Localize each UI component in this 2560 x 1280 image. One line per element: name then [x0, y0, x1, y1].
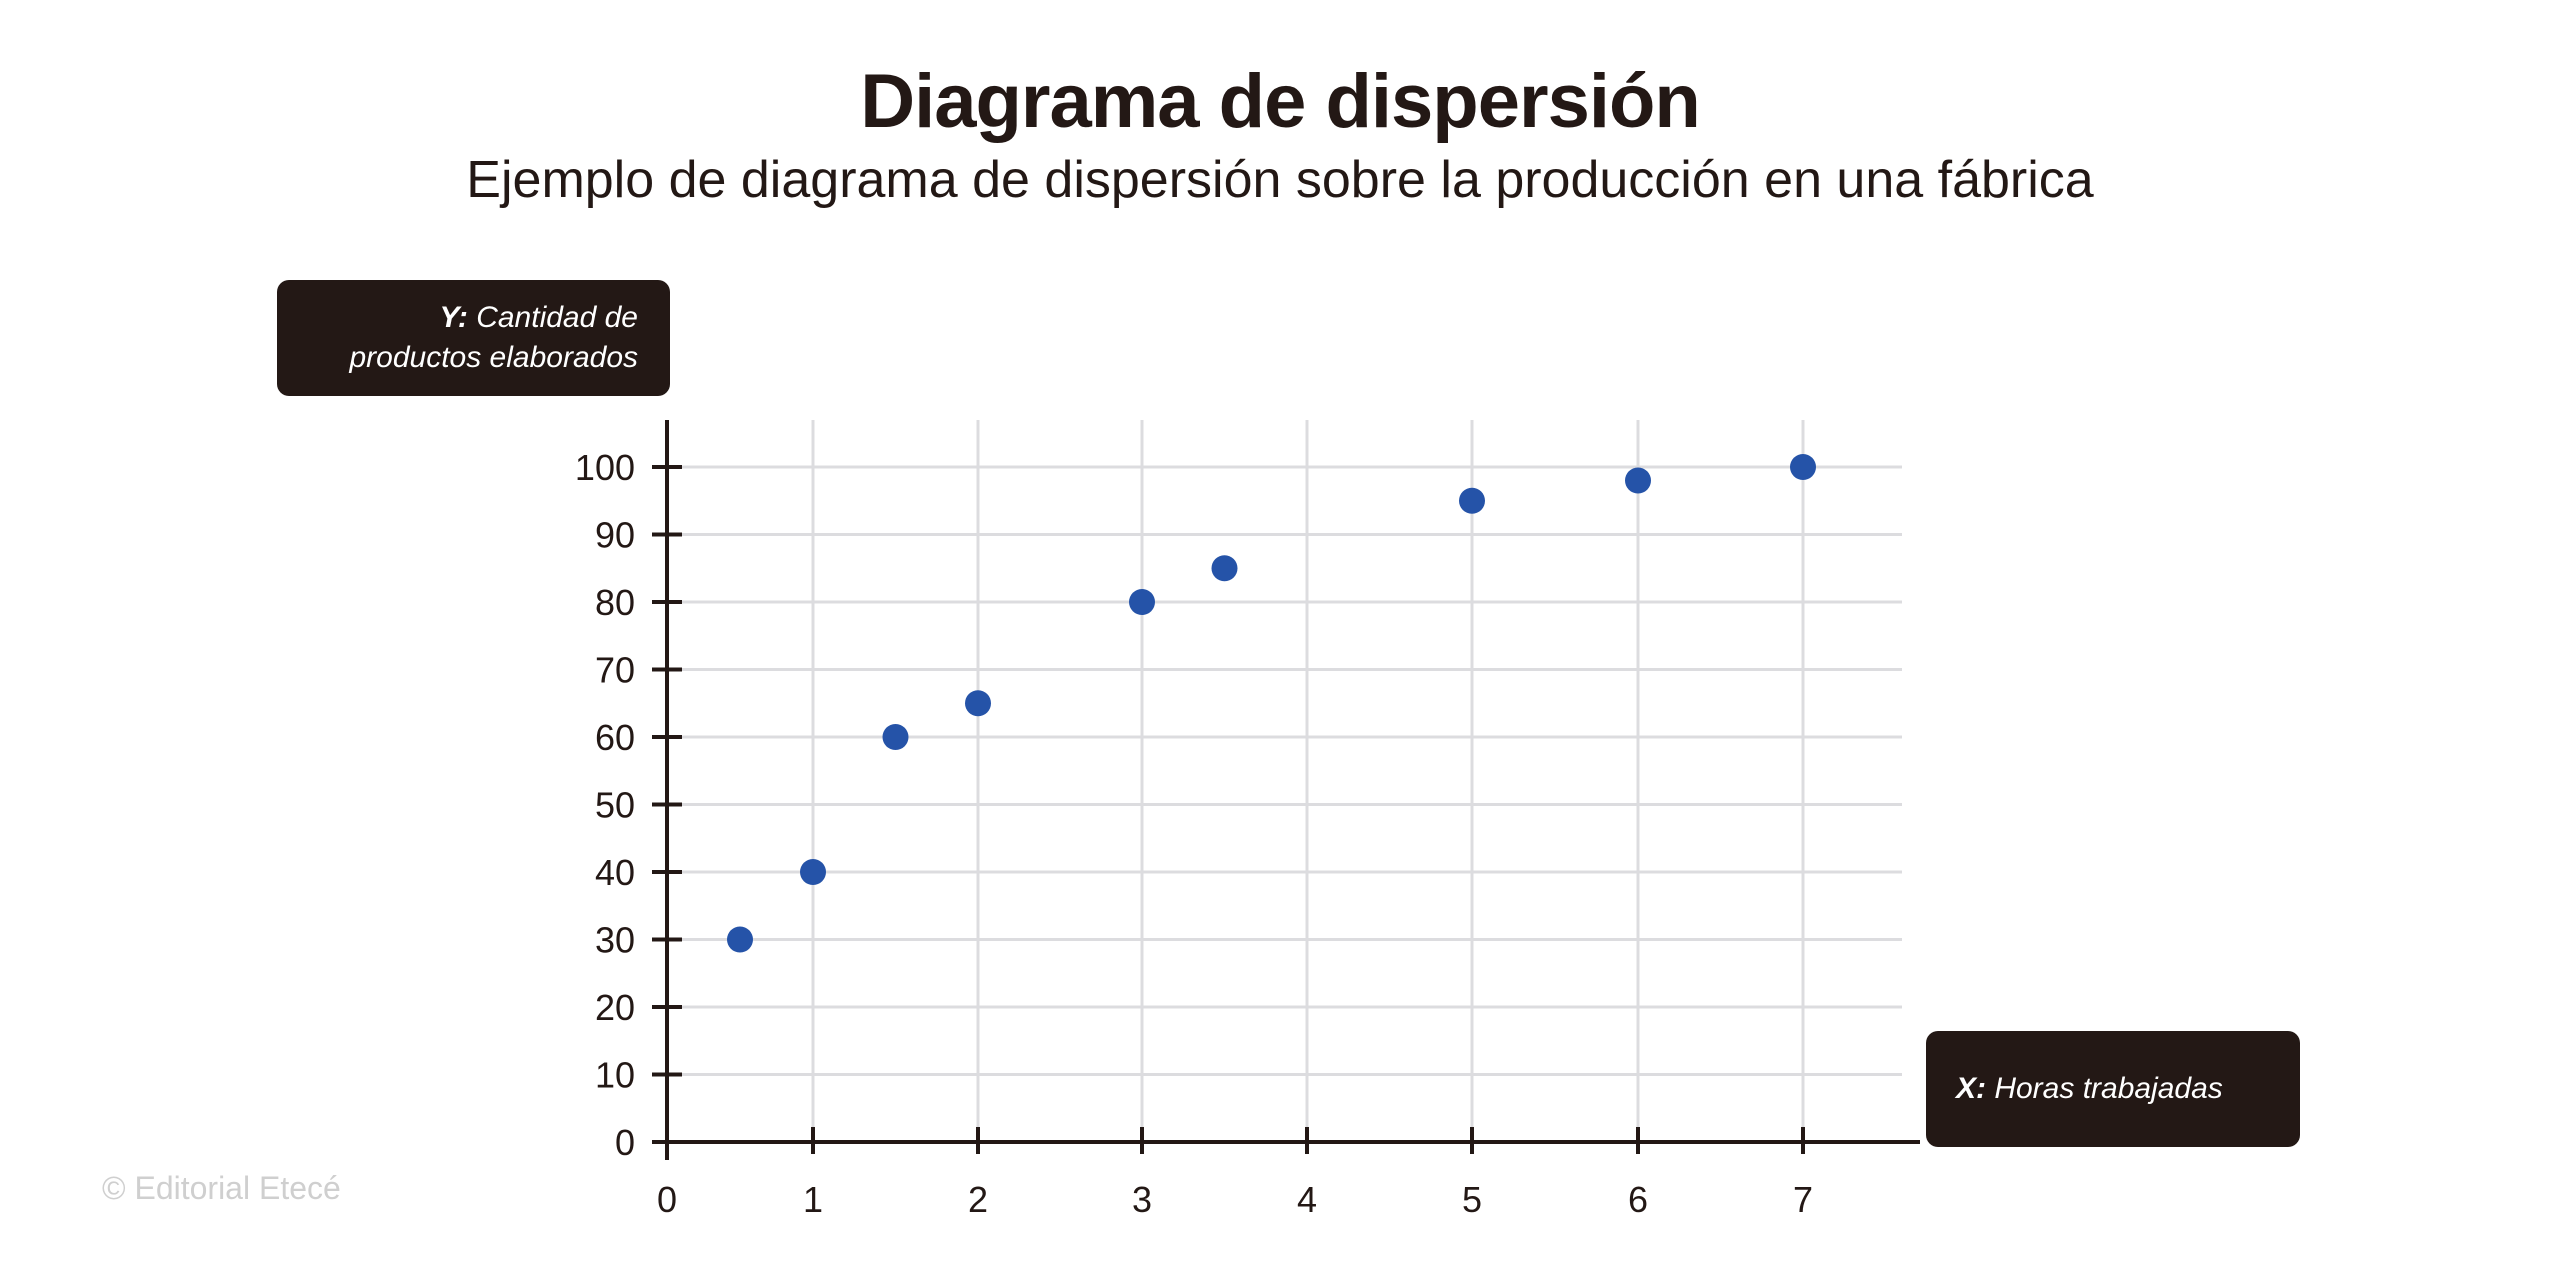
data-points	[727, 454, 1816, 953]
x-tick-label: 1	[803, 1179, 823, 1220]
data-point	[1790, 454, 1816, 480]
y-tick-label: 100	[575, 447, 635, 488]
y-tick-label: 20	[595, 987, 635, 1028]
y-tick-label: 90	[595, 515, 635, 556]
x-tick-label: 6	[1628, 1179, 1648, 1220]
x-tick-label: 3	[1132, 1179, 1152, 1220]
y-tick-label: 80	[595, 582, 635, 623]
x-axis-label-box: X: Horas trabajadas	[1926, 1031, 2300, 1147]
x-tick-label: 0	[657, 1179, 677, 1220]
y-axis-label-line1: Cantidad de	[467, 301, 638, 334]
x-tick-label: 7	[1793, 1179, 1813, 1220]
data-point	[1459, 487, 1485, 514]
data-point	[800, 859, 826, 885]
y-axis-prefix: Y:	[439, 301, 468, 334]
chart-title: Diagrama de dispersión	[860, 59, 1701, 144]
x-axis-label-text: Horas trabajadas	[1986, 1072, 2223, 1105]
axes	[655, 420, 1920, 1160]
y-tick-label: 10	[595, 1055, 635, 1096]
y-axis-label-box: Y: Cantidad de productos elaborados	[277, 280, 670, 396]
x-axis-prefix: X:	[1956, 1072, 1986, 1105]
y-tick-label: 0	[615, 1122, 635, 1163]
data-point	[1625, 467, 1651, 494]
y-tick-label: 40	[595, 852, 635, 893]
axis-ticks: 0 10 20 30 40 50 60 70 80 90 100 0 1 2 3 4 5 6 7	[575, 447, 1813, 1220]
x-tick-label: 2	[968, 1179, 988, 1220]
y-tick-label: 60	[595, 717, 635, 758]
grid-lines	[667, 420, 1902, 1142]
data-point	[965, 690, 991, 717]
data-point	[727, 926, 753, 953]
copyright-notice: © Editorial Etecé	[102, 1170, 341, 1206]
x-tick-label: 5	[1462, 1179, 1482, 1220]
data-point	[882, 724, 909, 750]
y-tick-label: 70	[595, 650, 635, 691]
y-tick-label: 30	[595, 920, 635, 961]
y-tick-label: 50	[595, 785, 635, 826]
data-point	[1129, 589, 1155, 615]
y-axis-label-line2: productos elaborados	[349, 341, 638, 374]
data-point	[1211, 555, 1238, 582]
x-tick-label: 4	[1297, 1179, 1317, 1220]
chart-subtitle: Ejemplo de diagrama de dispersión sobre …	[466, 151, 2094, 209]
